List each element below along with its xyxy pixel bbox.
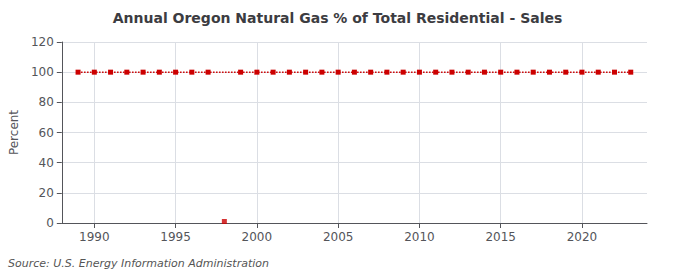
svg-text:100: 100 <box>31 65 54 79</box>
svg-text:2005: 2005 <box>323 230 354 244</box>
svg-text:2010: 2010 <box>404 230 435 244</box>
svg-text:Source: U.S. Energy Informatio: Source: U.S. Energy Information Administ… <box>8 257 269 270</box>
svg-text:Annual Oregon Natural Gas % of: Annual Oregon Natural Gas % of Total Res… <box>113 10 563 26</box>
svg-text:60: 60 <box>39 126 54 140</box>
svg-text:80: 80 <box>39 95 54 109</box>
svg-text:0: 0 <box>46 216 54 230</box>
svg-text:20: 20 <box>39 186 54 200</box>
svg-text:40: 40 <box>39 156 54 170</box>
svg-text:1990: 1990 <box>79 230 110 244</box>
svg-text:2015: 2015 <box>485 230 516 244</box>
svg-text:2000: 2000 <box>242 230 273 244</box>
svg-text:2020: 2020 <box>567 230 598 244</box>
svg-text:120: 120 <box>31 35 54 49</box>
svg-text:1995: 1995 <box>160 230 191 244</box>
svg-text:Percent: Percent <box>7 110 21 155</box>
